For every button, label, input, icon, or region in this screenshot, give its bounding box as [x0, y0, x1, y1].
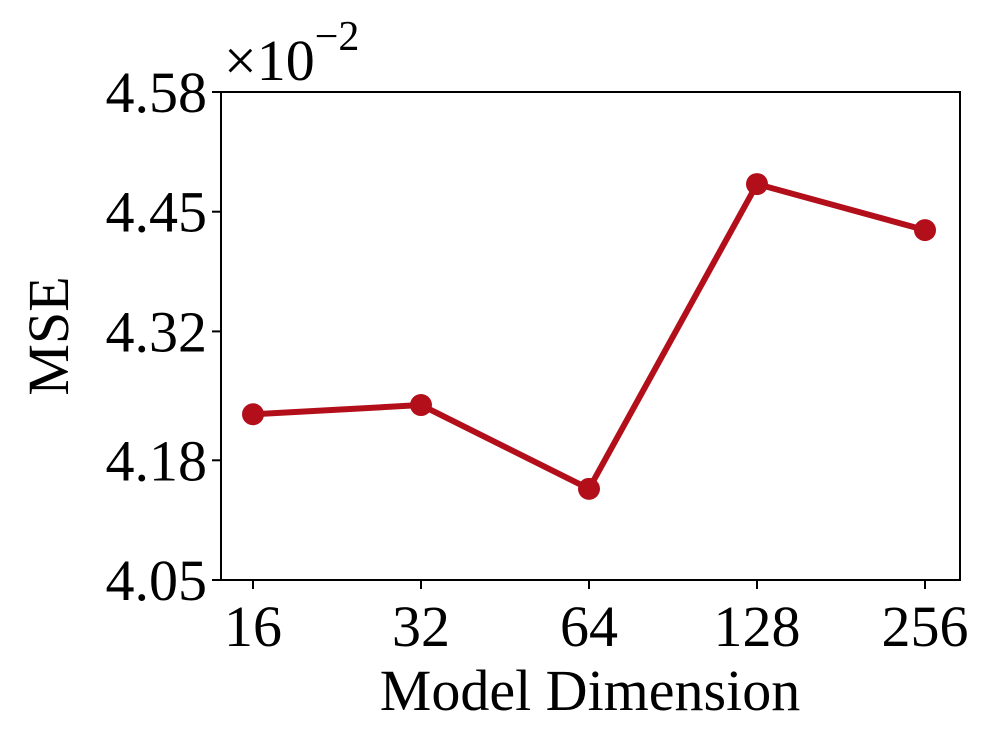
y-tick-label: 4.05 — [106, 548, 208, 613]
y-tick-label: 4.45 — [106, 180, 208, 245]
y-tick-label: 4.32 — [106, 299, 208, 364]
point — [242, 403, 264, 426]
x-tick-label: 16 — [224, 594, 282, 659]
x-tick-label: 64 — [560, 594, 618, 659]
line — [252, 181, 926, 492]
x-tick-label: 128 — [714, 594, 801, 659]
y-offset-label: ×10−2 — [224, 14, 359, 93]
x-axis-label: Model Dimension — [380, 658, 800, 723]
y-tick-label: 4.18 — [106, 428, 208, 493]
x-tick-label: 256 — [882, 594, 969, 659]
point — [746, 173, 768, 196]
point — [410, 394, 432, 417]
offset-exponent: −2 — [315, 14, 360, 60]
x-tick-label: 32 — [392, 594, 450, 659]
plot-frame — [220, 91, 961, 581]
point — [914, 219, 936, 242]
y-tick-label: 4.58 — [106, 60, 208, 125]
offset-base: ×10 — [224, 28, 315, 93]
y-axis-label: MSE — [16, 276, 81, 395]
point — [578, 477, 600, 500]
